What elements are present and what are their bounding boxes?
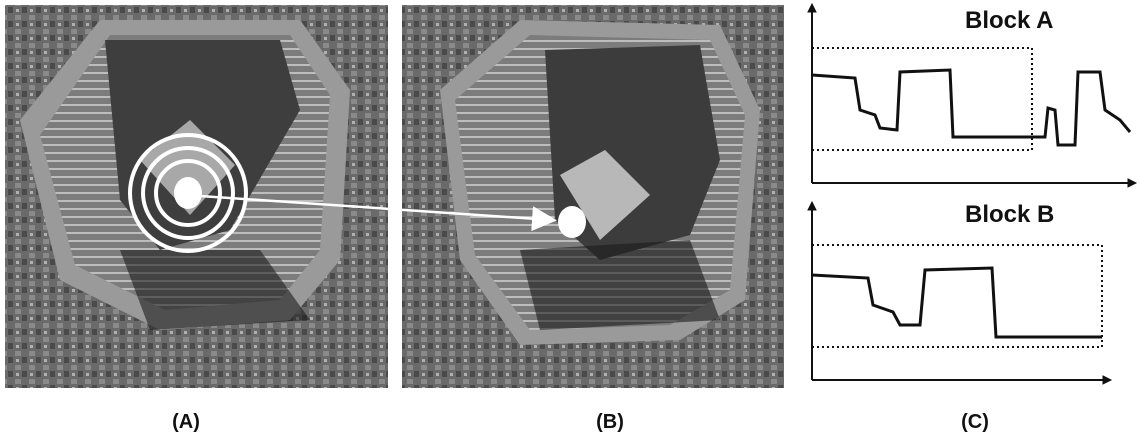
aerial-image-b — [402, 5, 784, 388]
figure: Block A Block B (A) (B) (C) — [0, 0, 1139, 442]
aerial-image-a — [5, 5, 388, 388]
panel-label: (B) — [596, 411, 624, 433]
panel-label: (A) — [172, 411, 200, 433]
plot-b — [808, 202, 1111, 384]
plot-title: Block B — [965, 201, 1054, 228]
plot-title: Block A — [965, 7, 1053, 34]
panel-label: (C) — [961, 411, 989, 433]
